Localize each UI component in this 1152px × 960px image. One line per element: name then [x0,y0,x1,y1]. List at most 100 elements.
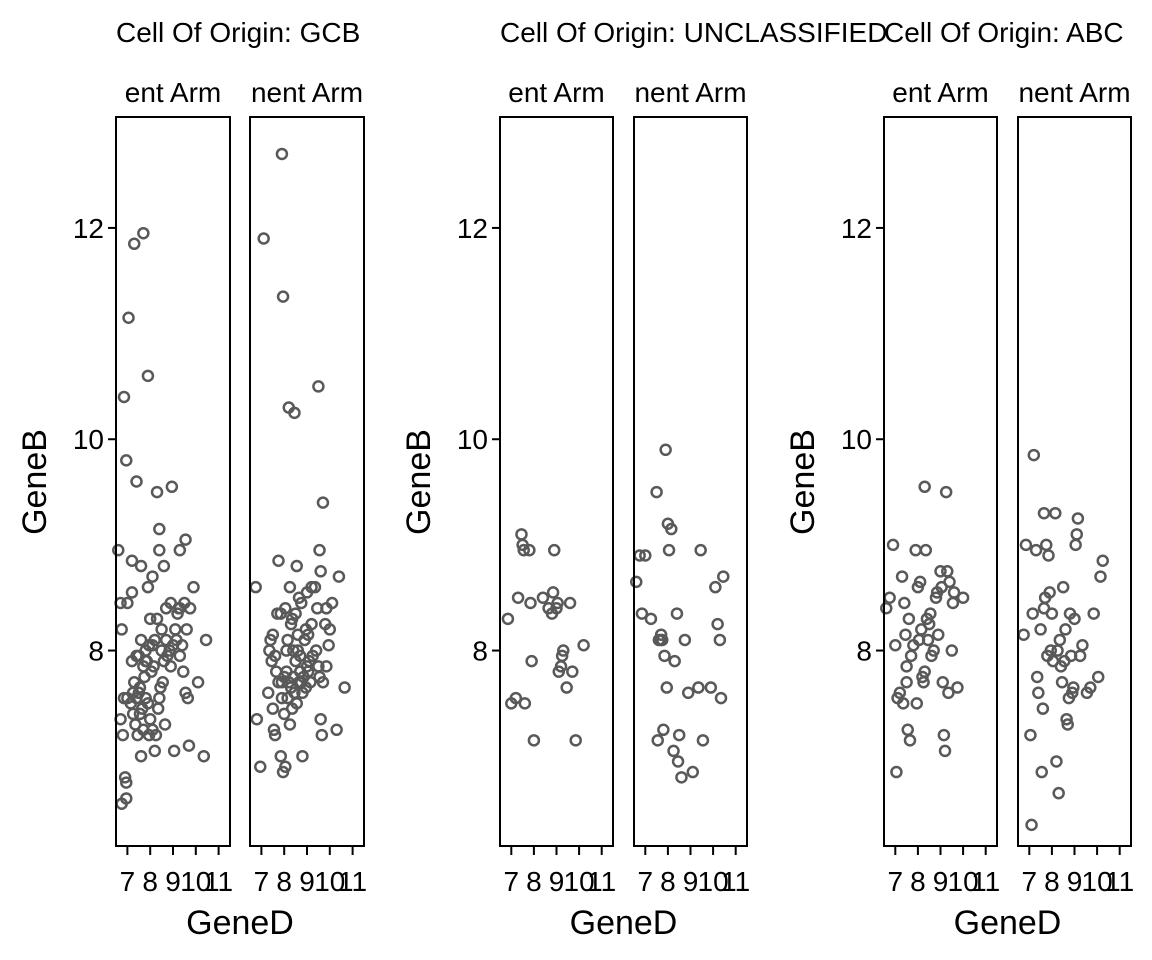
y-tick-label: 12 [841,213,872,244]
data-point [141,369,155,383]
data-point [1025,818,1038,832]
data-point [183,602,197,615]
data-point [125,554,139,567]
data-point [901,723,914,737]
data-point [889,639,902,652]
data-point [275,691,289,705]
x-tick-label: 9 [549,866,565,897]
data-point [1061,718,1074,731]
data-point [274,749,288,763]
data-point [681,686,695,700]
data-point [912,633,926,647]
data-point [1056,580,1070,594]
data-point [900,675,913,689]
y-tick-label: 8 [472,636,488,667]
x-tick-label: 9 [299,866,315,897]
data-point [169,623,182,636]
data-point [657,723,670,737]
y-tick-label: 12 [73,213,104,244]
data-point [651,734,664,747]
data-point [711,617,724,631]
data-point [672,728,686,742]
data-point [1030,670,1044,684]
data-point [155,644,168,657]
data-point [320,660,333,673]
data-point [276,290,290,303]
data-point [132,649,146,663]
data-point [1052,786,1065,800]
data-point [269,665,283,678]
data-point [946,596,960,610]
x-tick-label: 8 [910,866,926,897]
x-tick-label: 7 [1022,866,1038,897]
data-point [157,559,171,573]
panel-frame [499,116,614,847]
x-tick-label: 9 [933,866,949,897]
data-point [116,728,130,742]
data-point [146,570,159,583]
data-point [281,633,294,647]
data-point [898,596,911,610]
data-point [1036,702,1050,715]
x-tick-label: 10 [564,866,595,897]
strip-label: ent Arm [892,77,988,108]
data-point [939,485,953,499]
data-point [938,744,952,758]
data-point [654,628,668,641]
x-tick-label: 10 [180,866,211,897]
data-point [151,702,165,715]
data-point [929,591,943,604]
data-point [148,633,162,647]
data-point [290,697,303,710]
data-point [1059,623,1072,636]
y-axis-title: GeneB [784,429,822,535]
data-point [1017,628,1030,641]
data-point [644,612,658,626]
data-point [137,226,150,240]
data-point [295,596,308,610]
data-point [900,660,913,673]
data-point [167,744,181,758]
x-tick-label: 9 [1067,866,1083,897]
data-point [1094,570,1107,583]
data-point [117,390,131,404]
data-point [275,147,289,161]
group-title: Cell Of Origin: GCB [116,17,360,48]
x-tick-label: 7 [638,866,654,897]
data-point [118,771,132,784]
data-point [551,596,564,610]
data-point [158,718,172,731]
data-point [115,623,128,636]
data-point [658,649,671,663]
data-point [187,580,200,594]
data-point [630,575,643,589]
data-point [660,681,674,694]
data-point [172,602,185,615]
data-point [880,602,893,615]
x-tick-label: 7 [254,866,270,897]
data-point [112,543,125,557]
x-tick-label: 8 [276,866,292,897]
data-point [316,675,330,689]
data-point [550,602,563,615]
data-point [635,607,649,620]
data-point [265,654,278,668]
data-point [893,686,907,700]
data-point [121,596,134,610]
x-tick-label: 10 [1082,866,1113,897]
data-point [890,765,903,779]
data-point [678,633,692,647]
y-axis-title: GeneB [16,429,54,535]
data-point [569,734,582,747]
data-point [696,734,710,747]
data-point [1045,607,1059,620]
data-point [309,644,323,657]
data-point [1019,538,1033,552]
x-tick-label: 10 [314,866,345,897]
data-point [153,543,166,557]
data-point [322,639,335,652]
data-point [250,712,264,726]
